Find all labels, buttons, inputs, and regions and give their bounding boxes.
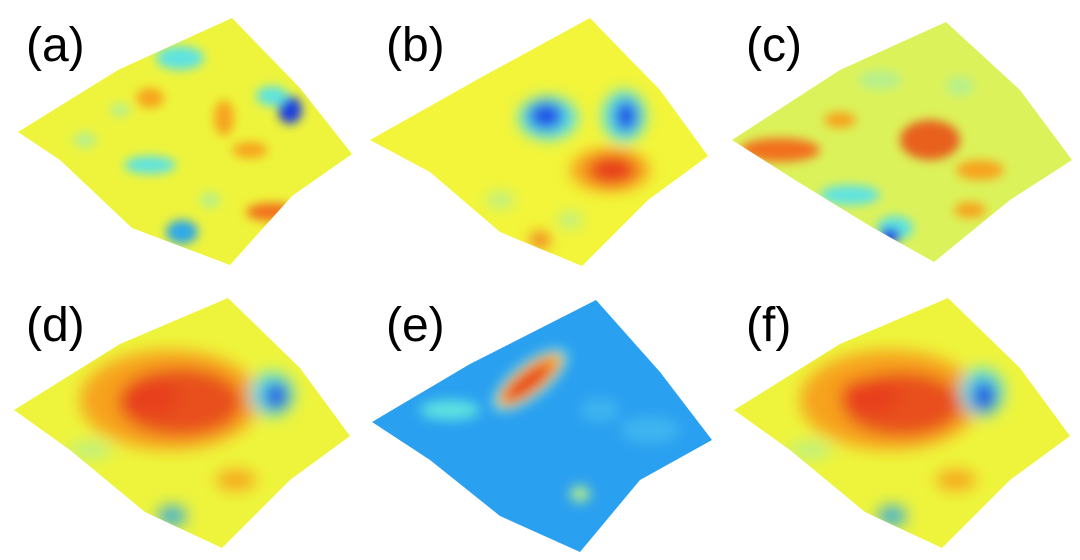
panel-label-a: (a)	[26, 19, 85, 72]
surface-d	[14, 298, 350, 548]
surface-a	[18, 18, 352, 265]
panel-d: (d)	[0, 280, 360, 560]
panel-f: (f)	[720, 280, 1080, 560]
panel-label-e: (e)	[386, 299, 445, 352]
panel-label-f: (f)	[746, 299, 792, 352]
panel-a: (a)	[0, 0, 360, 280]
surface-f	[734, 298, 1070, 548]
panel-label-b: (b)	[386, 19, 445, 72]
panel-e: (e)	[360, 280, 720, 560]
panel-label-c: (c)	[746, 19, 802, 72]
surface-c	[732, 22, 1072, 262]
panel-c: (c)	[720, 0, 1080, 280]
panel-label-d: (d)	[26, 299, 85, 352]
surface-e	[372, 300, 712, 552]
surface-b	[370, 18, 708, 266]
panel-b: (b)	[360, 0, 720, 280]
